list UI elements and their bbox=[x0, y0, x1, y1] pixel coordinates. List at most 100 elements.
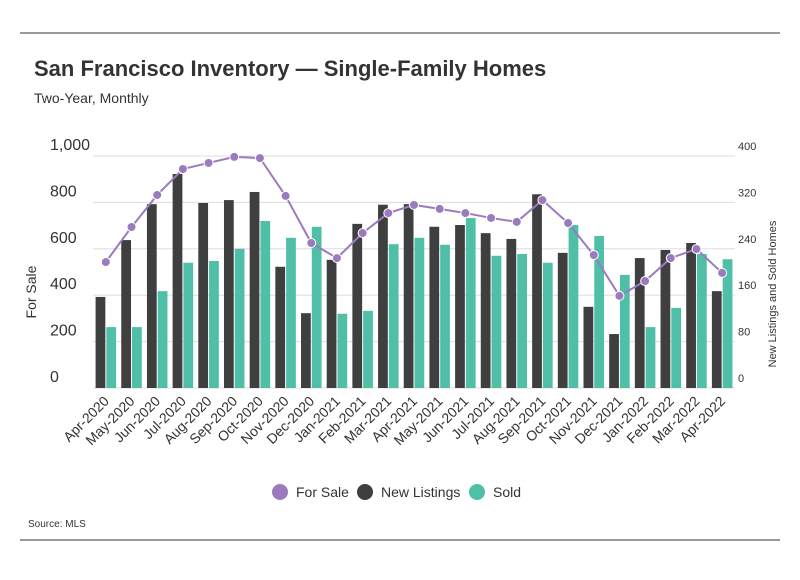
line-point bbox=[280, 190, 291, 201]
legend-swatch bbox=[272, 484, 288, 500]
line-point bbox=[614, 290, 625, 301]
line-point bbox=[717, 267, 728, 278]
legend-label: New Listings bbox=[381, 484, 460, 500]
line-point bbox=[306, 238, 317, 248]
bar bbox=[722, 259, 733, 388]
bar bbox=[286, 237, 296, 388]
line-point bbox=[409, 199, 419, 210]
bar bbox=[645, 327, 656, 388]
bar bbox=[542, 262, 553, 388]
y-tick-label: 400 bbox=[50, 276, 77, 293]
bar bbox=[234, 248, 245, 388]
line-point bbox=[691, 244, 702, 255]
bar bbox=[455, 225, 465, 388]
chart-title: San Francisco Inventory — Single-Family … bbox=[34, 56, 546, 81]
bar bbox=[301, 313, 311, 388]
bar bbox=[686, 243, 696, 388]
bar bbox=[609, 334, 619, 388]
y2-tick-label: 320 bbox=[738, 187, 756, 199]
line-point bbox=[152, 189, 163, 200]
y-tick-label: 600 bbox=[50, 230, 77, 247]
line-point bbox=[588, 250, 599, 261]
line-point bbox=[383, 208, 394, 219]
y2-tick-label: 240 bbox=[738, 234, 756, 246]
bar bbox=[568, 225, 579, 388]
line-point bbox=[665, 253, 676, 264]
line-point bbox=[511, 216, 522, 227]
bar bbox=[337, 313, 348, 388]
legend-swatch bbox=[469, 484, 485, 500]
y2-tick-label: 400 bbox=[738, 141, 756, 153]
y2-tick-label: 0 bbox=[738, 373, 744, 385]
bar bbox=[532, 194, 542, 388]
line-point bbox=[460, 208, 471, 219]
bar bbox=[517, 254, 527, 388]
line-point bbox=[434, 203, 445, 214]
bar bbox=[594, 236, 605, 388]
y-axis-title: For Sale bbox=[23, 265, 39, 318]
bar bbox=[311, 226, 322, 388]
line-point bbox=[357, 228, 368, 239]
bar bbox=[260, 220, 271, 388]
y2-tick-label: 160 bbox=[738, 280, 756, 292]
bar bbox=[132, 327, 142, 388]
bar bbox=[172, 173, 183, 388]
bar bbox=[465, 218, 476, 388]
bar bbox=[249, 191, 260, 388]
bar bbox=[121, 240, 132, 388]
bar bbox=[440, 244, 450, 388]
legend-swatch bbox=[357, 484, 373, 500]
line-point bbox=[537, 195, 548, 206]
y-tick-label: 0 bbox=[50, 369, 59, 386]
bar bbox=[619, 274, 630, 388]
bar bbox=[363, 310, 373, 388]
bar bbox=[223, 200, 234, 388]
bar bbox=[403, 204, 414, 388]
bar bbox=[634, 258, 645, 388]
y-tick-label: 1,000 bbox=[50, 137, 90, 154]
bar bbox=[671, 307, 682, 388]
line-point bbox=[126, 221, 137, 232]
bar bbox=[157, 291, 168, 388]
line-point bbox=[331, 253, 342, 264]
bar bbox=[491, 255, 502, 388]
y2-axis-title: New Listings and Sold Homes bbox=[767, 220, 779, 367]
bar bbox=[696, 254, 707, 388]
bar bbox=[106, 327, 117, 388]
line-point bbox=[203, 157, 214, 168]
bar bbox=[378, 204, 388, 388]
line-point bbox=[177, 163, 188, 174]
line-point bbox=[254, 153, 265, 164]
line-point bbox=[563, 218, 574, 229]
line-point bbox=[640, 276, 651, 287]
line-point bbox=[486, 212, 497, 223]
bar bbox=[506, 238, 517, 388]
chart-subtitle: Two-Year, Monthly bbox=[34, 90, 149, 106]
bar bbox=[429, 226, 440, 388]
y2-tick-label: 80 bbox=[738, 327, 750, 339]
bar bbox=[146, 204, 157, 388]
bar bbox=[660, 249, 671, 388]
y-tick-label: 800 bbox=[50, 183, 77, 200]
bar bbox=[95, 296, 106, 388]
line-point bbox=[229, 151, 240, 162]
bar bbox=[198, 202, 209, 388]
bar bbox=[275, 266, 286, 388]
bar bbox=[352, 223, 363, 388]
bar bbox=[583, 306, 594, 388]
legend-label: Sold bbox=[493, 484, 521, 500]
bar bbox=[209, 260, 219, 388]
bar bbox=[557, 252, 568, 388]
bar bbox=[414, 237, 425, 388]
bar bbox=[326, 259, 337, 388]
bar bbox=[480, 233, 491, 388]
bar bbox=[388, 244, 399, 388]
bar bbox=[183, 262, 194, 388]
line bbox=[105, 155, 723, 298]
source: Source: MLS bbox=[28, 519, 86, 530]
legend-label: For Sale bbox=[296, 484, 349, 500]
y-tick-label: 200 bbox=[50, 323, 77, 340]
bar bbox=[711, 291, 722, 388]
line-point bbox=[100, 257, 111, 268]
